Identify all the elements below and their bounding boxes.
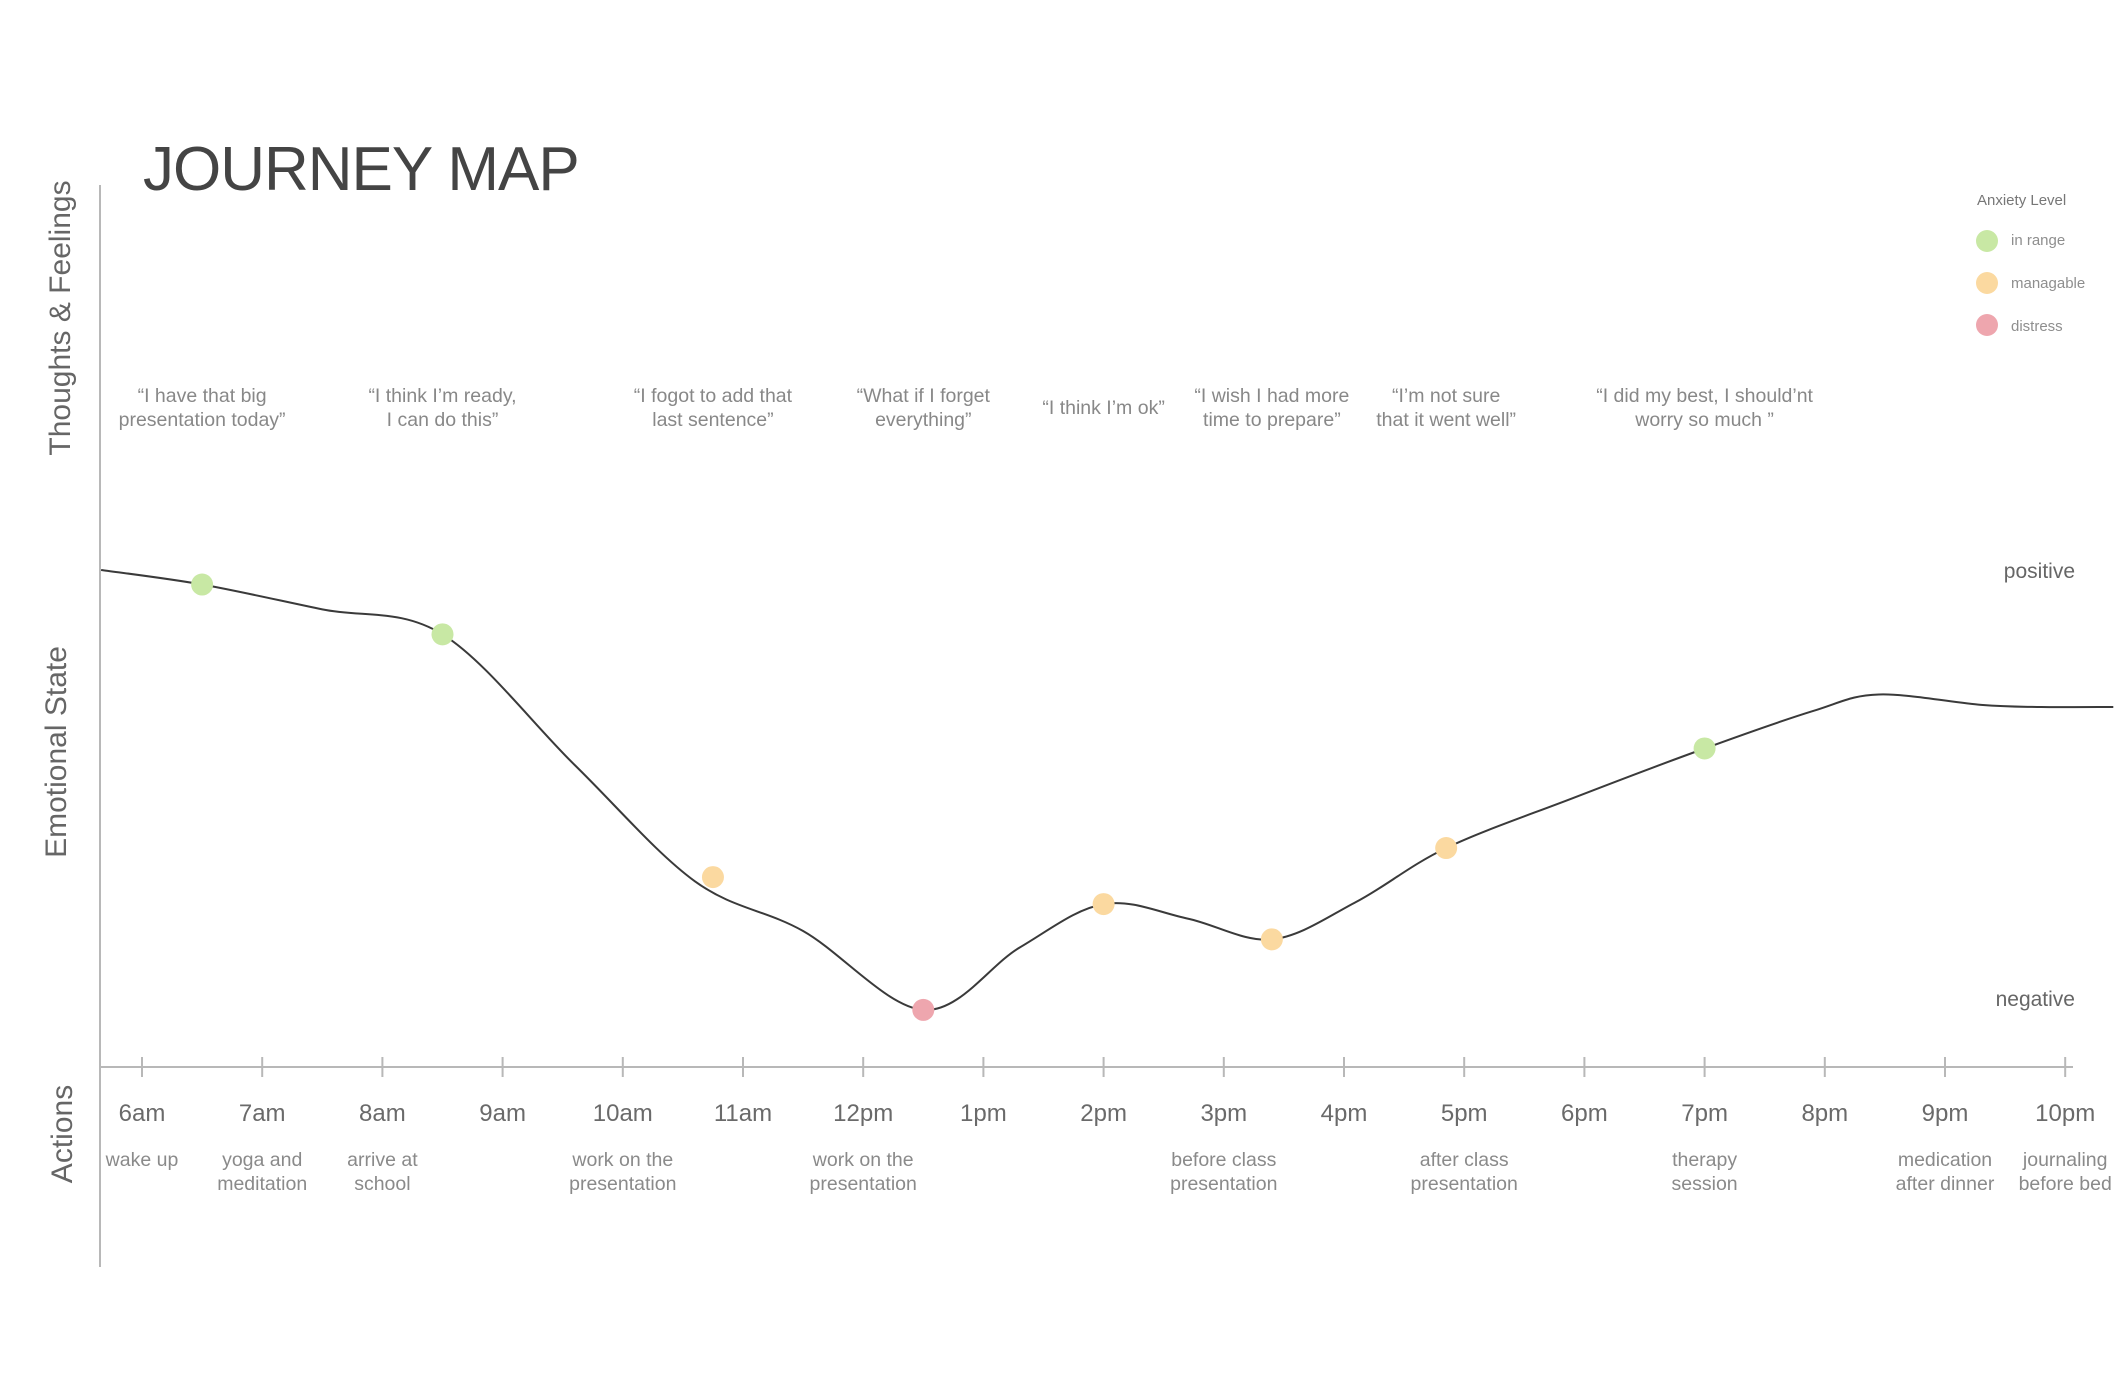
moment-marker-distress — [912, 998, 935, 1021]
action-label-3-line: work on the — [571, 1149, 673, 1171]
thought-quote-3: “What if I forget everything” — [857, 385, 991, 431]
action-label-5: before class presentation — [1170, 1149, 1277, 1195]
action-label-7-line: session — [1672, 1173, 1738, 1195]
thought-quote-1-line: I can do this” — [387, 409, 499, 431]
moment-marker-managable — [1435, 837, 1458, 860]
action-label-2: arrive at school — [347, 1149, 418, 1195]
action-label-7-line: therapy — [1672, 1149, 1737, 1171]
thought-quote-0-line: presentation today” — [119, 409, 286, 431]
time-ticks — [141, 1057, 2067, 1077]
time-label-6am: 6am — [119, 1100, 166, 1127]
moment-marker-in-range — [431, 623, 454, 646]
action-label-4: work on the presentation — [810, 1149, 917, 1195]
action-label-1: yoga and meditation — [217, 1149, 307, 1195]
section-label-emotional-state: Emotional State — [40, 646, 73, 858]
action-label-2-line: arrive at — [347, 1149, 418, 1171]
thought-quote-6-line: that it went well” — [1376, 409, 1516, 431]
section-label-actions: Actions — [46, 1085, 79, 1183]
action-label-1-line: yoga and — [222, 1149, 302, 1171]
moment-marker-managable — [701, 866, 724, 889]
time-label-5pm: 5pm — [1441, 1100, 1488, 1127]
time-label-12pm: 12pm — [833, 1100, 893, 1127]
thought-quote-3-line: everything” — [875, 409, 971, 431]
thought-quote-3-line: “What if I forget — [857, 385, 991, 407]
moment-marker-in-range — [191, 573, 214, 596]
time-labels: 6am 7am 8am 9am 10am 11am 12pm 1pm 2pm 3pm 4pm 5pm 6… — [119, 1100, 2096, 1127]
thought-quote-5: “I wish I had more time to prepare” — [1194, 385, 1349, 431]
legend-swatch-in-range — [1976, 230, 1998, 252]
action-label-6-line: after class — [1420, 1149, 1509, 1171]
time-label-9am: 9am — [479, 1100, 526, 1127]
action-label-9: journaling before bed — [2019, 1149, 2112, 1195]
action-label-9-line: before bed — [2019, 1173, 2112, 1195]
action-label-0-line: wake up — [105, 1149, 179, 1171]
action-label-1-line: meditation — [217, 1173, 307, 1195]
legend-label-in-range: in range — [2011, 232, 2065, 249]
action-label-2-line: school — [354, 1173, 410, 1195]
thought-quote-4-line: “I think I’m ok” — [1042, 397, 1164, 419]
time-label-11am: 11am — [714, 1100, 772, 1127]
time-label-7pm: 7pm — [1681, 1100, 1728, 1127]
action-label-6-line: presentation — [1411, 1173, 1518, 1195]
thought-quote-2-line: “I fogot to add that — [634, 385, 793, 407]
action-label-4-line: presentation — [810, 1173, 917, 1195]
legend-title: Anxiety Level — [1977, 192, 2066, 209]
time-label-10pm: 10pm — [2035, 1100, 2095, 1127]
action-label-5-line: before class — [1171, 1149, 1276, 1171]
scale-negative-label: negative — [1996, 988, 2075, 1011]
thought-quote-7-line: worry so much ” — [1634, 409, 1774, 431]
action-label-7: therapy session — [1672, 1149, 1738, 1195]
action-label-8-line: medication — [1898, 1149, 1992, 1171]
scale-positive-label: positive — [2004, 560, 2075, 583]
thought-quote-7: “I did my best, I should’nt worry so much… — [1596, 385, 1813, 431]
moment-markers — [191, 573, 1716, 1021]
thought-quote-6-line: “I’m not sure — [1392, 385, 1500, 407]
emotion-curve — [100, 569, 2114, 1011]
thought-quote-5-line: “I wish I had more — [1194, 385, 1349, 407]
moment-marker-managable — [1092, 893, 1115, 916]
moment-marker-in-range — [1693, 737, 1716, 760]
action-label-8: medication after dinner — [1896, 1149, 1995, 1195]
time-label-8pm: 8pm — [1801, 1100, 1848, 1127]
time-label-6pm: 6pm — [1561, 1100, 1608, 1127]
thought-quote-2: “I fogot to add that last sentence” — [634, 385, 793, 431]
action-label-6: after class presentation — [1411, 1149, 1518, 1195]
thought-quote-6: “I’m not sure that it went well” — [1376, 385, 1516, 431]
thought-quote-1-line: “I think I’m ready, — [368, 385, 516, 407]
action-label-3-line: presentation — [569, 1173, 676, 1195]
action-label-8-line: after dinner — [1896, 1173, 1995, 1195]
time-label-1pm: 1pm — [960, 1100, 1007, 1127]
moment-marker-managable — [1260, 928, 1283, 951]
time-label-10am: 10am — [593, 1100, 653, 1127]
thought-quote-5-line: time to prepare” — [1203, 409, 1341, 431]
thought-quote-0-line: “I have that big — [138, 385, 267, 407]
time-label-9pm: 9pm — [1922, 1100, 1969, 1127]
time-label-7am: 7am — [239, 1100, 286, 1127]
thought-quote-2-line: last sentence” — [652, 409, 773, 431]
action-label-5-line: presentation — [1170, 1173, 1277, 1195]
legend-label-distress: distress — [2011, 318, 2063, 335]
thought-quote-4: “I think I’m ok” — [1042, 397, 1164, 419]
thought-quotes: “I have that big presentation today” “I th… — [119, 385, 1814, 431]
time-label-8am: 8am — [359, 1100, 406, 1127]
action-label-0: wake up — [105, 1149, 179, 1171]
action-label-4-line: work on the — [812, 1149, 914, 1171]
page-title: JOURNEY MAP — [143, 135, 579, 204]
legend-label-managable: managable — [2011, 275, 2085, 292]
time-label-2pm: 2pm — [1080, 1100, 1127, 1127]
section-label-thoughts: Thoughts & Feelings — [44, 180, 77, 455]
legend: Anxiety Level in range managable distres… — [1976, 192, 2085, 336]
action-label-3: work on the presentation — [569, 1149, 676, 1195]
action-label-9-line: journaling — [2022, 1149, 2108, 1171]
time-label-3pm: 3pm — [1200, 1100, 1247, 1127]
legend-swatch-distress — [1976, 314, 1998, 336]
legend-swatch-managable — [1976, 272, 1998, 294]
thought-quote-0: “I have that big presentation today” — [119, 385, 286, 431]
thought-quote-7-line: “I did my best, I should’nt — [1596, 385, 1813, 407]
time-label-4pm: 4pm — [1321, 1100, 1368, 1127]
action-labels: wake up yoga and meditation arrive at school… — [105, 1149, 2112, 1195]
thought-quote-1: “I think I’m ready, I can do this” — [368, 385, 516, 431]
